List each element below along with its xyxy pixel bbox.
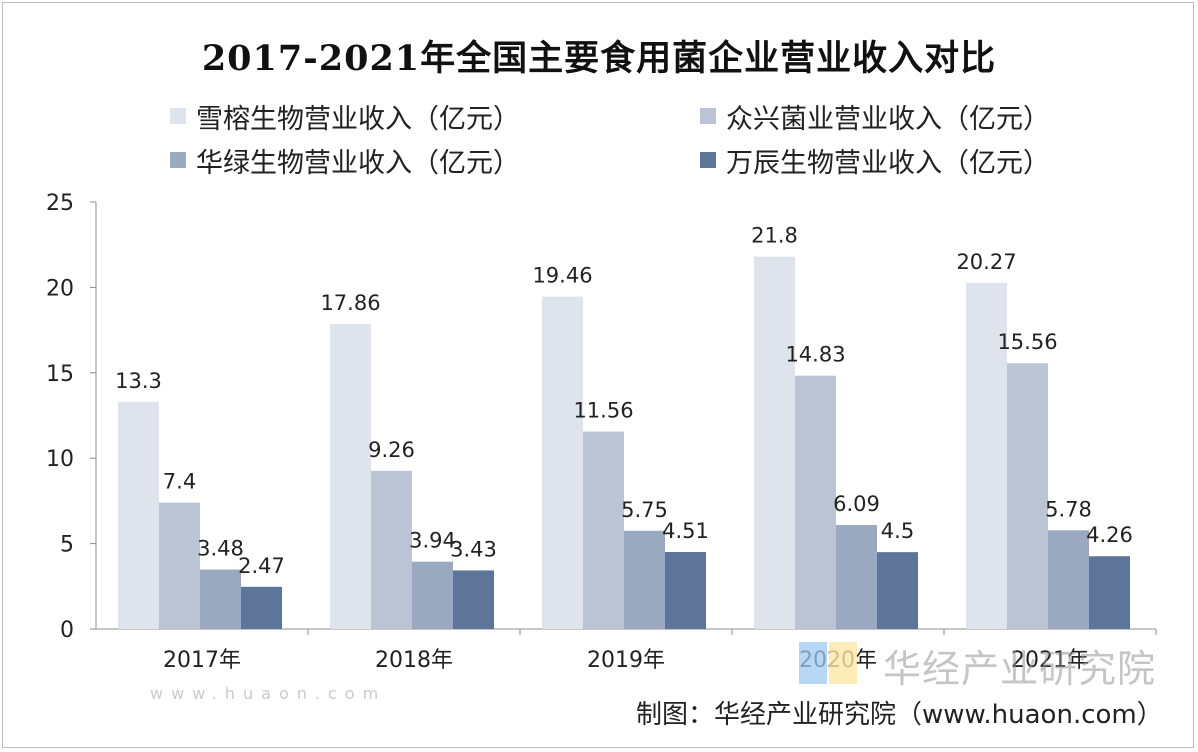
data-label: 2.47 [238,554,285,578]
bar-4 [453,570,494,629]
data-label: 4.51 [662,519,709,543]
legend-label-hualv: 华绿生物营业收入（亿元） [196,147,520,179]
legend-swatch-zhongxing [700,108,716,124]
data-label: 19.46 [532,264,592,288]
data-label: 11.56 [573,399,633,423]
chart-credit: 制图：华经产业研究院（www.huaon.com） [636,700,1163,730]
data-label: 7.4 [163,470,196,494]
legend-label-zhongxing: 众兴菌业营业收入（亿元） [726,103,1050,135]
bar-2 [371,470,412,629]
bar-3 [836,524,877,629]
y-tick-label: 25 [46,191,74,216]
y-tick-label: 20 [46,276,74,301]
watermark-text: 华经产业研究院 [883,647,1157,691]
bar-4 [877,552,918,629]
data-label: 3.43 [450,537,497,561]
data-label: 4.26 [1086,523,1133,547]
x-tick-label: 2021年 [1011,648,1089,673]
bar-2 [159,502,200,629]
bar-3 [1048,530,1089,629]
bar-4 [241,586,282,629]
x-tick-label: 2018年 [375,648,453,673]
watermark: 华经产业研究院 [795,636,1165,691]
data-label: 9.26 [368,438,415,462]
data-label: 5.75 [621,498,668,522]
bar-4 [1089,556,1130,629]
data-label: 14.83 [785,343,845,367]
legend-swatch-hualv [170,152,186,168]
data-label: 6.09 [833,492,880,516]
legend-item-zhongxing: 众兴菌业营业收入（亿元） [700,98,1050,135]
y-tick-label: 5 [60,533,74,558]
bar-2 [583,431,624,629]
bar-1 [542,296,583,629]
bar-2 [1007,363,1048,629]
bar-1 [118,401,159,629]
data-label: 15.56 [997,330,1057,354]
legend-label-wanchen: 万辰生物营业收入（亿元） [726,147,1050,179]
data-label: 17.86 [320,291,380,315]
data-label: 13.3 [115,369,162,393]
bar-1 [966,282,1007,629]
data-label: 3.48 [197,537,244,561]
chart-title: 2017-2021年全国主要食用菌企业营业收入对比 [201,38,997,79]
data-label: 3.94 [409,529,456,553]
data-label: 21.8 [751,224,798,248]
legend-label-xuerong: 雪榕生物营业收入（亿元） [196,103,520,135]
data-label: 4.5 [881,519,914,543]
data-label: 20.27 [956,250,1016,274]
y-tick-label: 0 [60,618,74,643]
x-tick-label: 2017年 [163,648,241,673]
y-tick-label: 15 [46,362,74,387]
bar-2 [795,375,836,629]
legend-swatch-wanchen [700,152,716,168]
bar-4 [665,551,706,629]
data-label: 5.78 [1045,497,1092,521]
legend-swatch-xuerong [170,108,186,124]
legend-item-xuerong: 雪榕生物营业收入（亿元） [170,98,520,135]
bar-1 [754,256,795,629]
bar-3 [624,530,665,629]
y-tick-label: 10 [46,447,74,472]
watermark-logo [799,642,857,684]
bar-3 [200,569,241,629]
legend-item-wanchen: 万辰生物营业收入（亿元） [700,142,1050,179]
bar-3 [412,561,453,629]
legend-item-hualv: 华绿生物营业收入（亿元） [170,142,520,179]
x-tick-label: 2019年 [587,648,665,673]
watermark-url: www.huaon.com [150,684,387,703]
bar-1 [330,323,371,629]
